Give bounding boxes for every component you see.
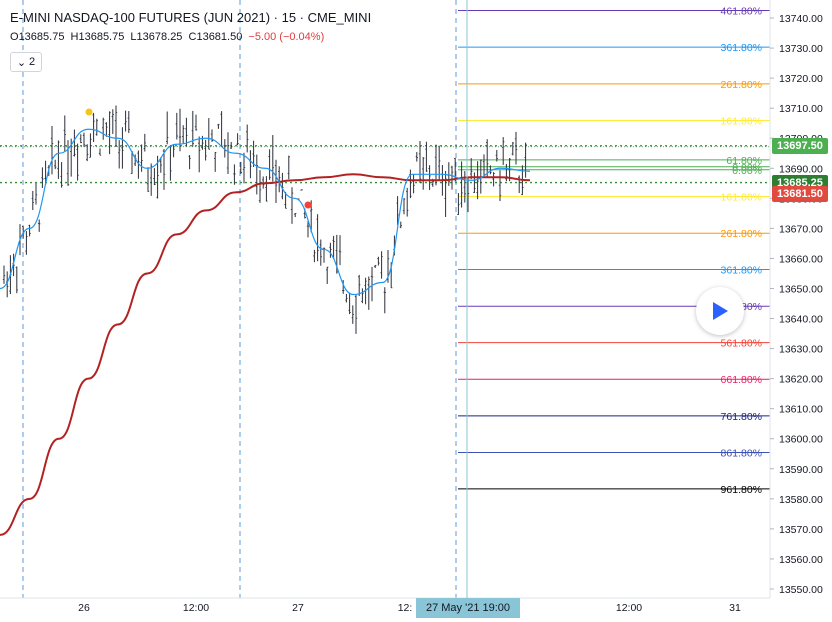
time-cursor-label: 27 May '21 19:00 <box>416 598 520 618</box>
open-value: 13685.75 <box>18 31 65 43</box>
change-value: −5.00 (−0.04%) <box>248 31 325 43</box>
time-tick-label: 27 <box>292 602 304 614</box>
time-tick-label: 12: <box>398 602 413 614</box>
fib-level-label: 661.80% <box>721 374 762 386</box>
indicator-count: 2 <box>29 56 36 68</box>
moving-average-red-line <box>0 173 531 536</box>
price-tick-label: 13690.00 <box>779 163 823 175</box>
replay-play-button[interactable] <box>696 287 744 335</box>
price-tick-label: 13570.00 <box>779 524 823 536</box>
fib-level-label: 161.80% <box>721 192 762 204</box>
price-tick-label: 13550.00 <box>779 584 823 596</box>
fib-level-label: 0.00% <box>732 165 762 177</box>
price-tick-label: 13560.00 <box>779 554 823 566</box>
time-tick-label: 31 <box>729 602 741 614</box>
price-tick-label: 13610.00 <box>779 404 823 416</box>
price-tick-label: 13740.00 <box>779 13 823 25</box>
fib-level-label: 361.80% <box>721 265 762 277</box>
time-tick-label: 26 <box>78 602 90 614</box>
fib-level-label: 161.80% <box>721 116 762 128</box>
fibonacci-extension[interactable]: 461.80%361.80%261.80%161.80%61.80%0.00%0… <box>458 6 770 496</box>
fib-level-label: 761.80% <box>721 411 762 423</box>
price-tag: 13681.50 <box>772 185 828 202</box>
marker-dot-yellow <box>85 108 93 116</box>
fib-level-label: 461.80% <box>721 6 762 18</box>
session-separators <box>22 0 468 598</box>
fib-level-label: 0.00% <box>732 162 762 174</box>
ohlc-values: O13685.75 H13685.75 L13678.25 C13681.50 … <box>10 31 325 43</box>
fib-level-label: 861.80% <box>721 448 762 460</box>
fib-level-label: 561.80% <box>721 338 762 350</box>
price-tick-label: 13590.00 <box>779 464 823 476</box>
price-tag: 13697.50 <box>772 137 828 154</box>
moving-average-blue-line <box>0 128 531 296</box>
price-tick-label: 13580.00 <box>779 494 823 506</box>
price-tick-label: 13620.00 <box>779 374 823 386</box>
price-axis[interactable]: 13740.0013730.0013720.0013710.0013700.00… <box>769 0 823 598</box>
indicators-toggle-button[interactable]: ⌄ 2 <box>10 52 42 72</box>
fib-level-label: 361.80% <box>721 42 762 54</box>
price-tick-label: 13640.00 <box>779 314 823 326</box>
price-tick-label: 13720.00 <box>779 73 823 85</box>
symbol-legend[interactable]: E-MINI NASDAQ-100 FUTURES (JUN 2021) · 1… <box>10 10 371 25</box>
high-value: 13685.75 <box>78 31 125 43</box>
close-value: 13681.50 <box>196 31 243 43</box>
price-bars <box>2 105 527 334</box>
chevron-down-icon: ⌄ <box>16 56 27 69</box>
price-level-lines <box>0 145 770 184</box>
price-tick-label: 13710.00 <box>779 103 823 115</box>
symbol-title: E-MINI NASDAQ-100 FUTURES (JUN 2021) · 1… <box>10 10 372 25</box>
price-tick-label: 13660.00 <box>779 253 823 265</box>
price-tick-label: 13730.00 <box>779 43 823 55</box>
price-tick-label: 13630.00 <box>779 344 823 356</box>
time-tick-label: 12:00 <box>616 602 642 614</box>
fib-level-label: 261.80% <box>721 228 762 240</box>
time-tick-label: 12:00 <box>183 602 209 614</box>
marker-dot-red <box>304 201 312 209</box>
price-tick-label: 13670.00 <box>779 223 823 235</box>
low-value: 13678.25 <box>136 31 183 43</box>
price-tick-label: 13650.00 <box>779 283 823 295</box>
play-icon <box>713 302 728 320</box>
fib-level-label: 261.80% <box>721 79 762 91</box>
price-tick-label: 13600.00 <box>779 434 823 446</box>
fib-level-label: 961.80% <box>721 484 762 496</box>
fib-level-label: 61.80% <box>726 155 762 167</box>
